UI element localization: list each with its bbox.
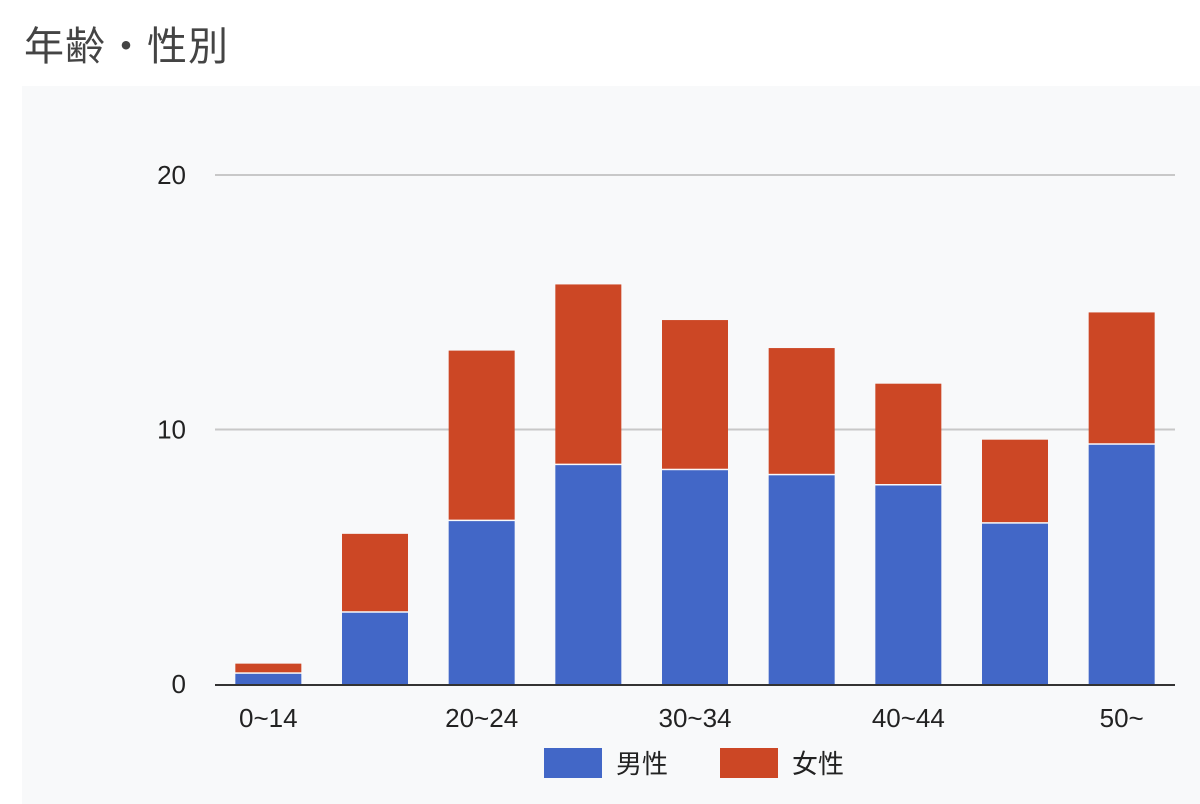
axes: 0 10 20 0~14 20~24 30~34 40~44 50~ [157, 160, 1175, 733]
y-tick-label: 20 [157, 160, 186, 190]
bar-male-6[interactable] [875, 485, 942, 684]
legend: 男性 女性 [544, 748, 844, 780]
chart-title: 年齢・性別 [24, 24, 229, 70]
legend-swatch-female[interactable] [720, 748, 778, 778]
bar-female-4[interactable] [662, 320, 728, 469]
y-tick-label: 10 [157, 415, 186, 445]
bar-female-0[interactable] [235, 663, 302, 673]
bar-male-2[interactable] [448, 521, 515, 684]
bar-female-2[interactable] [448, 350, 515, 520]
bar-male-1[interactable] [342, 612, 408, 684]
bar-female-3[interactable] [555, 284, 622, 464]
bar-female-5[interactable] [768, 348, 835, 474]
x-tick-label: 30~34 [658, 703, 731, 733]
bar-female-1[interactable] [342, 533, 408, 612]
bar-female-6[interactable] [875, 383, 942, 484]
bar-male-0[interactable] [235, 673, 302, 684]
bar-female-8[interactable] [1088, 312, 1155, 444]
bar-male-3[interactable] [555, 465, 622, 684]
x-tick-label: 0~14 [239, 703, 298, 733]
bar-male-7[interactable] [982, 523, 1048, 684]
y-tick-label: 0 [172, 669, 186, 699]
bars [235, 284, 1155, 684]
x-tick-label: 20~24 [445, 703, 518, 733]
bar-female-7[interactable] [982, 439, 1048, 523]
bar-male-4[interactable] [662, 470, 728, 684]
legend-swatch-male[interactable] [544, 748, 602, 778]
legend-label-female[interactable]: 女性 [792, 750, 844, 780]
x-tick-label: 50~ [1100, 703, 1144, 733]
x-tick-label: 40~44 [872, 703, 945, 733]
bar-male-5[interactable] [768, 475, 835, 684]
bar-male-8[interactable] [1088, 444, 1155, 684]
legend-label-male[interactable]: 男性 [616, 750, 668, 780]
